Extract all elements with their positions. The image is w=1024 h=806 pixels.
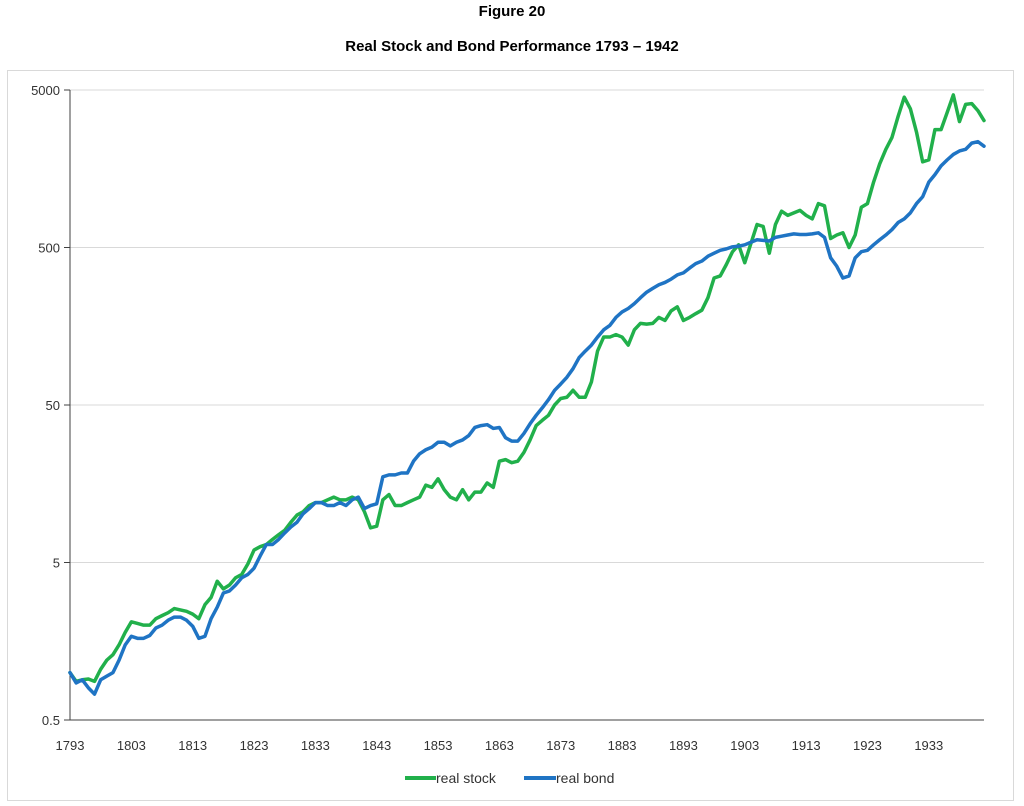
x-tick-label: 1893 (669, 738, 698, 753)
x-tick-label: 1933 (914, 738, 943, 753)
y-tick-label: 5000 (31, 83, 60, 98)
y-tick-labels: 0.5 5 50 500 5000 (31, 83, 60, 728)
x-tick-label: 1813 (178, 738, 207, 753)
y-tick-label: 0.5 (42, 713, 60, 728)
x-tick-label: 1843 (362, 738, 391, 753)
legend: real stock real bond (405, 770, 614, 786)
x-tick-label: 1853 (424, 738, 453, 753)
gridlines (64, 89, 984, 721)
x-tick-label: 1793 (56, 738, 85, 753)
x-tick-label: 1863 (485, 738, 514, 753)
chart-frame (7, 70, 1014, 801)
legend-label-real-bond: real bond (556, 770, 614, 786)
axes (69, 90, 984, 721)
x-tick-label: 1823 (240, 738, 269, 753)
legend-label-real-stock: real stock (436, 770, 497, 786)
series-line-real-stock (68, 93, 986, 684)
series-line-real-bond (68, 139, 986, 696)
figure-label: Figure 20 (478, 3, 546, 20)
x-tick-label: 1873 (546, 738, 575, 753)
chart-title: Real Stock and Bond Performance 1793 – 1… (345, 38, 679, 55)
y-tick-label: 50 (46, 398, 60, 413)
x-tick-label: 1903 (730, 738, 759, 753)
x-tick-label: 1803 (117, 738, 146, 753)
x-tick-label: 1923 (853, 738, 882, 753)
y-tick-label: 5 (53, 556, 60, 571)
x-tick-label: 1833 (301, 738, 330, 753)
y-tick-label: 500 (38, 241, 60, 256)
series-lines (68, 93, 986, 696)
x-tick-labels: 1793 1803 1813 1823 1833 1843 1853 1863 1873 1883… (56, 738, 944, 753)
x-tick-label: 1883 (608, 738, 637, 753)
x-tick-label: 1913 (792, 738, 821, 753)
